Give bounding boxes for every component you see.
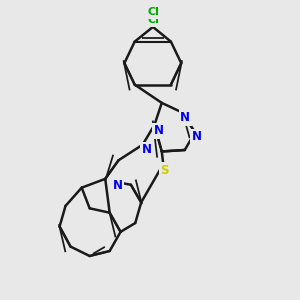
Text: Cl: Cl bbox=[147, 15, 159, 25]
Text: N: N bbox=[142, 143, 152, 157]
Text: N: N bbox=[192, 130, 202, 143]
Text: N: N bbox=[180, 111, 190, 124]
Text: N: N bbox=[154, 124, 164, 137]
Text: Cl: Cl bbox=[147, 8, 159, 17]
Text: N: N bbox=[112, 179, 123, 192]
Text: S: S bbox=[160, 164, 169, 177]
